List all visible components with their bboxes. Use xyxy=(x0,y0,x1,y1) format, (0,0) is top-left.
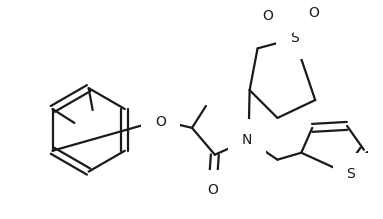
Text: O: O xyxy=(262,9,273,23)
Text: O: O xyxy=(155,115,165,129)
Text: S: S xyxy=(290,32,299,46)
Text: O: O xyxy=(208,184,218,198)
Text: O: O xyxy=(308,6,319,20)
Text: S: S xyxy=(347,167,355,181)
Text: N: N xyxy=(241,133,252,147)
